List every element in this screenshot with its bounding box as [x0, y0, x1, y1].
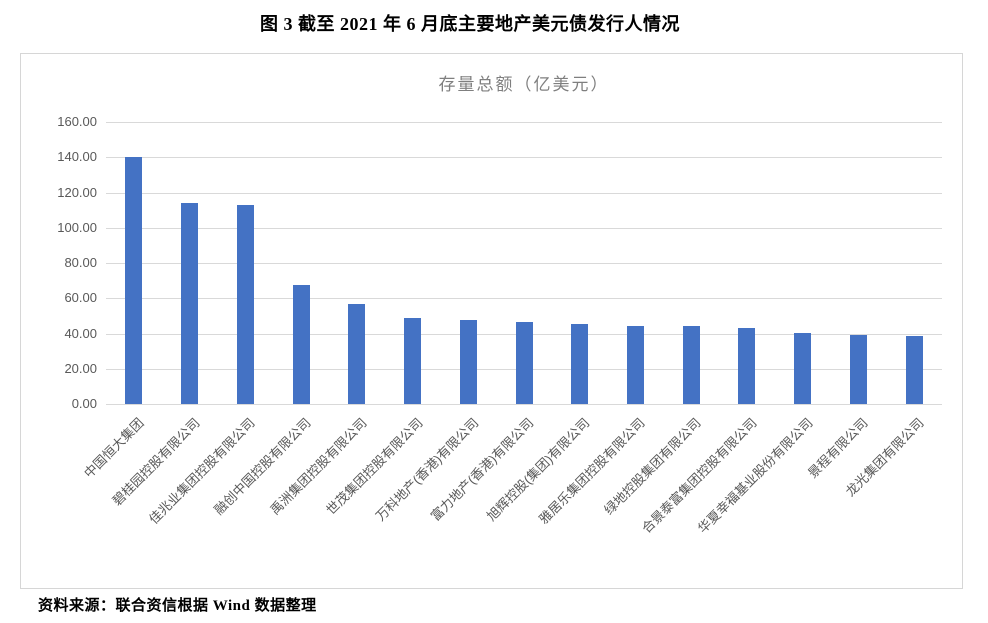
gridline: [106, 122, 942, 123]
gridline: [106, 157, 942, 159]
gridline: [106, 192, 942, 194]
y-tick-label: 120.00: [57, 184, 97, 200]
y-tick-label: 40.00: [64, 325, 97, 341]
figure-title: 图 3 截至 2021 年 6 月底主要地产美元债发行人情况: [260, 14, 680, 34]
x-tick-label: 世茂集团控股有限公司: [322, 415, 426, 518]
x-tick-label: 富力地产(香港)有限公司: [428, 415, 537, 524]
y-tick-label: 160.00: [57, 114, 97, 130]
x-tick-label: 禹洲集团控股有限公司: [266, 415, 370, 518]
bar-10: [626, 325, 644, 404]
gridline: [106, 263, 942, 264]
chart-container: 存量总额（亿美元） 0.00 20.00 40.00 60.00 80.00 100.00…: [20, 53, 963, 589]
x-tick-label: 万科地产(香港)有限公司: [372, 415, 482, 524]
y-tick-label: 140.00: [57, 149, 97, 165]
y-tick-label: 100.00: [57, 219, 97, 235]
source-note: 资料来源：联合资信根据 Wind 数据整理: [38, 598, 317, 614]
bar-8: [515, 321, 533, 404]
x-tick-label: 绿地控股集团有限公司: [601, 415, 704, 518]
bar-4: [292, 284, 310, 404]
gridline: [106, 404, 942, 405]
plot-area: 0.00 20.00 40.00 60.00 80.00 100.00 120.00 140.…: [57, 114, 942, 536]
bar-1: [125, 156, 143, 404]
bar-13: [794, 332, 812, 404]
x-tick-label: 雅居乐集团控股有限公司: [536, 415, 649, 527]
y-tick-label: 0.00: [71, 396, 97, 412]
bar-2: [181, 203, 199, 404]
chart-title: 存量总额（亿美元）: [438, 75, 610, 94]
y-tick-label: 20.00: [64, 360, 97, 376]
bar-9: [571, 323, 589, 404]
bar-7: [459, 319, 477, 404]
x-tick-label: 融创中国控股有限公司: [211, 415, 314, 518]
bar-5: [348, 304, 366, 404]
y-tick-label: 60.00: [64, 290, 97, 306]
bar-6: [404, 317, 422, 404]
x-tick-label: 旭辉控股(集团)有限公司: [483, 415, 593, 524]
bar-3: [236, 205, 254, 404]
bar-14: [849, 335, 867, 404]
bar-11: [682, 326, 700, 404]
gridline: [106, 298, 942, 300]
gridline: [106, 227, 942, 229]
bar-12: [738, 327, 756, 404]
bar-15: [905, 336, 923, 404]
y-tick-label: 80.00: [64, 255, 97, 271]
x-tick-label: 佳兆业集团控股有限公司: [146, 415, 259, 527]
